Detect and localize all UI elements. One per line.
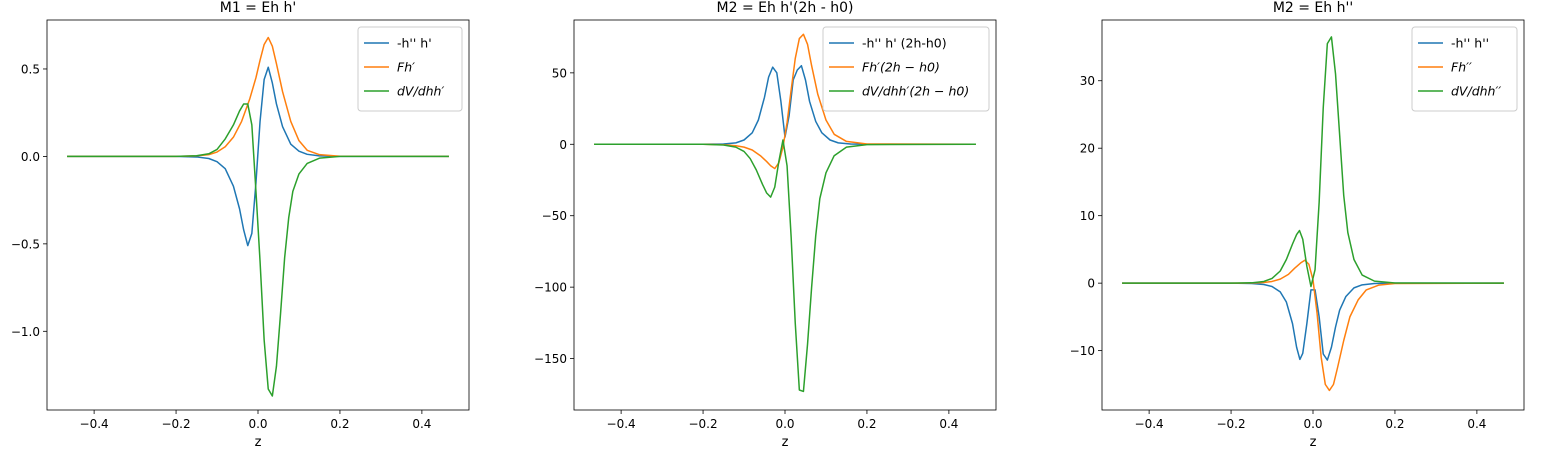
- series-line-2: [67, 36, 449, 158]
- x-axis-label: z: [782, 435, 789, 450]
- x-tick-label: 0.0: [1303, 417, 1322, 431]
- series-line-3: [594, 139, 976, 393]
- legend-entry: -h'' h' (2h-h0): [862, 36, 947, 51]
- chart-panel-2: M2 = Eh h'(2h - h0) −0.4 −0.2 0.0 0.2 0.4 −150…: [534, 0, 997, 450]
- x-axis-label: z: [1310, 435, 1317, 450]
- legend-entry: -h'' h': [397, 36, 432, 51]
- y-tick-label: 20: [1080, 142, 1095, 156]
- x-tick-label: −0.2: [1216, 417, 1245, 431]
- x-tick-label: 0.4: [412, 417, 431, 431]
- chart-title: M2 = Eh h'': [1273, 0, 1353, 16]
- y-tick-label: −1.0: [11, 325, 40, 339]
- y-tick-label: 10: [1080, 209, 1095, 223]
- chart-panel-3: M2 = Eh h'' −0.4 −0.2 0.0 0.2 0.4 −10 0 10 20 30 z -…: [1070, 0, 1525, 450]
- x-tick-label: 0.2: [330, 417, 349, 431]
- legend-entry: Fh′(2h − h0): [862, 60, 940, 75]
- chart-title: M2 = Eh h'(2h - h0): [717, 0, 854, 16]
- x-tick-label: 0.4: [939, 417, 958, 431]
- x-tick-label: −0.4: [607, 417, 636, 431]
- x-axis-label: z: [255, 435, 262, 450]
- y-tick-label: −0.5: [11, 237, 40, 251]
- chart-title: M1 = Eh h': [220, 0, 297, 16]
- x-tick-label: 0.0: [248, 417, 267, 431]
- x-tick-label: 0.2: [857, 417, 876, 431]
- legend: -h'' h' (2h-h0) Fh′(2h − h0) dV/dhh′(2h − …: [822, 26, 990, 112]
- x-tick-label: 0.0: [775, 417, 794, 431]
- series-line-3: [1122, 36, 1504, 288]
- y-tick-label: −50: [542, 209, 567, 223]
- y-tick-label: −10: [1070, 344, 1095, 358]
- legend-box: [822, 26, 990, 112]
- series-line-3: [67, 103, 449, 397]
- x-tick-label: −0.2: [161, 417, 190, 431]
- y-tick-label: −100: [534, 281, 567, 295]
- y-tick-label: 50: [552, 66, 567, 80]
- y-tick-label: 0: [1087, 277, 1095, 291]
- legend-entry: dV/dhh′(2h − h0): [862, 84, 969, 99]
- legend-entry: dV/dhh′′: [1451, 84, 1501, 99]
- chart-panel-1: M1 = Eh h' −0.4 −0.2 0.0 0.2 0.4 −1.0 −0.5 0.0 0.…: [11, 0, 470, 450]
- legend: -h'' h'' Fh′′ dV/dhh′′: [1411, 26, 1518, 112]
- x-tick-label: 0.4: [1467, 417, 1486, 431]
- legend-entry: -h'' h'': [1451, 36, 1489, 51]
- legend: -h'' h' Fh′ dV/dhh′: [357, 26, 463, 112]
- x-tick-label: −0.4: [1135, 417, 1164, 431]
- y-tick-label: −150: [534, 352, 567, 366]
- x-tick-label: −0.2: [688, 417, 717, 431]
- series-line-2: [594, 33, 976, 170]
- x-tick-label: 0.2: [1385, 417, 1404, 431]
- legend-entry: Fh′: [397, 60, 415, 75]
- y-tick-label: 0.0: [21, 150, 40, 164]
- legend-entry: Fh′′: [1451, 60, 1472, 75]
- x-tick-label: −0.4: [80, 417, 109, 431]
- series-line-1: [1122, 282, 1504, 361]
- legend-box: [357, 26, 463, 112]
- y-tick-label: 0: [559, 138, 567, 152]
- y-tick-label: 0.5: [21, 62, 40, 76]
- series-line-1: [67, 66, 449, 247]
- legend-box: [1411, 26, 1518, 112]
- y-tick-label: 30: [1080, 74, 1095, 88]
- series-line-2: [1122, 259, 1504, 392]
- legend-entry: dV/dhh′: [397, 84, 444, 99]
